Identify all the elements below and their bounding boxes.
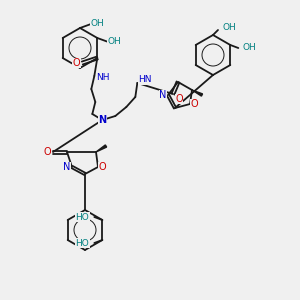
Text: HN: HN [139, 76, 152, 85]
Text: N: N [63, 162, 71, 172]
Text: N: N [159, 90, 167, 100]
Text: N: N [98, 115, 106, 125]
Text: O: O [175, 94, 183, 104]
Text: OH: OH [90, 20, 104, 28]
Polygon shape [96, 145, 106, 152]
Text: O: O [190, 99, 198, 109]
Polygon shape [192, 90, 202, 96]
Text: HO: HO [75, 212, 89, 221]
Text: NH: NH [97, 74, 110, 82]
Text: OH: OH [242, 44, 256, 52]
Text: HO: HO [75, 238, 89, 247]
Text: OH: OH [222, 23, 236, 32]
Text: O: O [98, 162, 106, 172]
Text: O: O [43, 147, 51, 157]
Text: O: O [73, 58, 80, 68]
Text: OH: OH [107, 38, 121, 46]
